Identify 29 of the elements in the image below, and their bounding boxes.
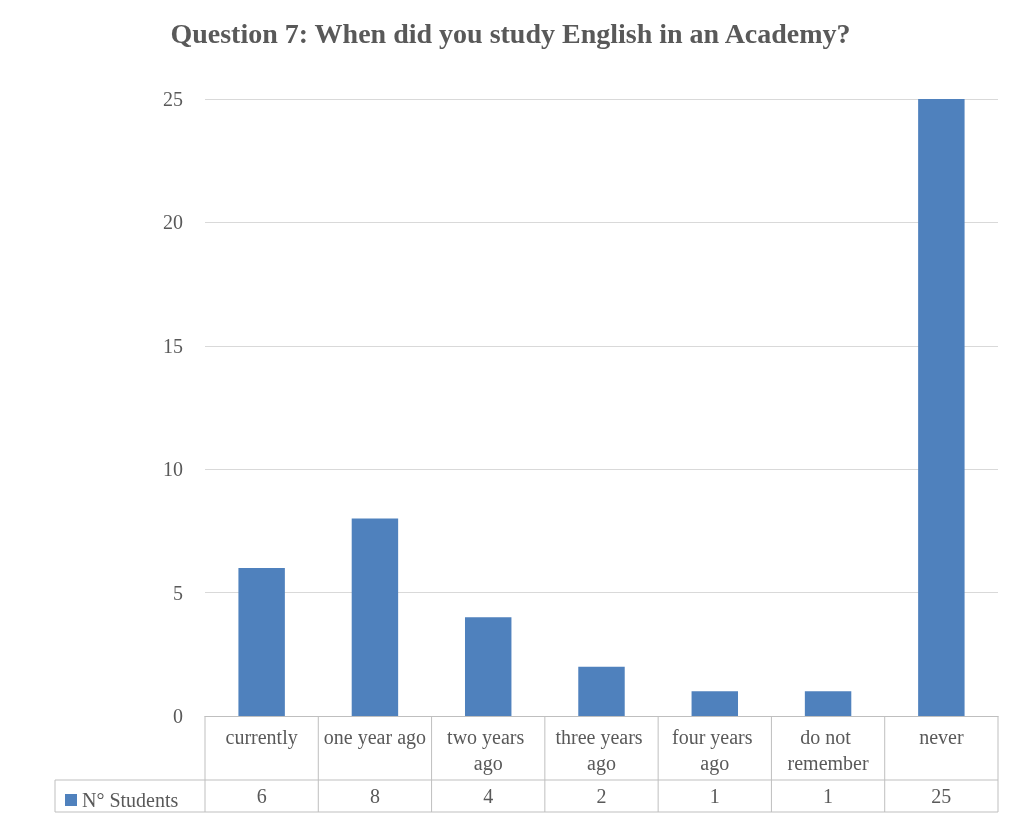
data-label: 2 <box>596 785 607 807</box>
data-label: 6 <box>256 785 267 807</box>
x-tick-label: currently <box>225 726 298 749</box>
x-tick-label: do not remember <box>787 726 869 774</box>
bar <box>691 691 739 716</box>
bar <box>804 691 852 716</box>
x-tick-label: two years ago <box>447 726 530 775</box>
y-tick-label: 0 <box>173 705 183 727</box>
x-tick-label: never <box>919 726 964 748</box>
data-label: 4 <box>483 785 494 807</box>
y-tick-label: 15 <box>163 334 183 357</box>
y-tick-label: 10 <box>163 458 183 481</box>
chart-title: Question 7: When did you study English in an Academy? <box>170 17 851 49</box>
y-tick-label: 5 <box>173 581 183 604</box>
bar <box>578 666 625 716</box>
data-label: 25 <box>931 785 952 807</box>
x-tick-label: three years ago <box>555 726 648 775</box>
y-tick-label: 25 <box>163 88 183 110</box>
data-label: 8 <box>369 785 380 807</box>
bar <box>918 99 965 716</box>
x-tick-label: one year ago <box>323 726 427 749</box>
data-label: 1 <box>823 785 834 807</box>
x-tick-label: four years ago <box>672 726 758 775</box>
bar <box>238 567 285 716</box>
bar <box>464 617 512 716</box>
legend-label: N° Students <box>82 789 179 811</box>
data-label: 1 <box>709 785 720 807</box>
bar <box>351 518 399 716</box>
y-tick-label: 20 <box>163 211 183 234</box>
